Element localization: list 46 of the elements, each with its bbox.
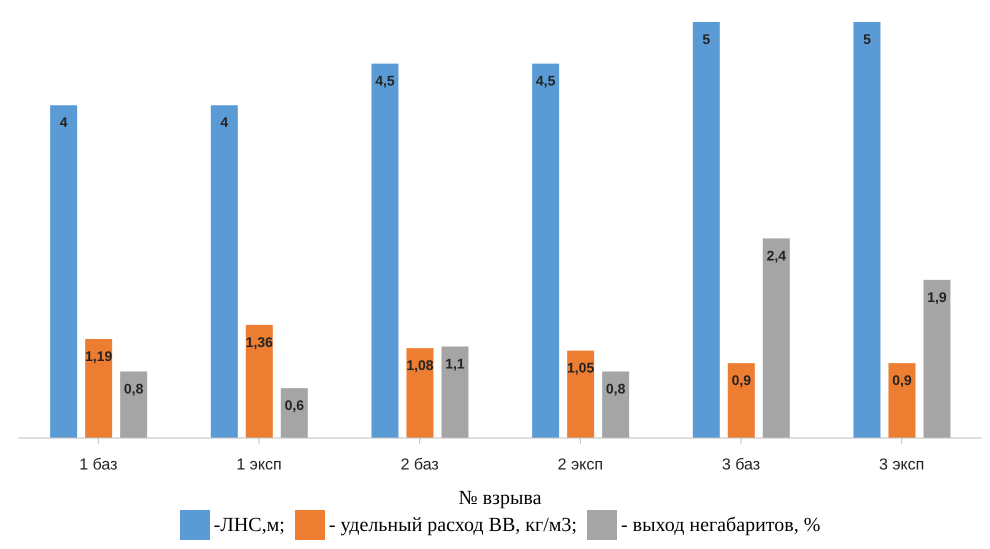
- bar: [50, 105, 78, 438]
- data-label: 4: [60, 114, 68, 130]
- data-label: 1,08: [406, 357, 434, 374]
- bar: [728, 363, 755, 438]
- data-label: 2,4: [766, 247, 786, 264]
- bar: [532, 64, 560, 438]
- bar: [853, 22, 880, 438]
- bar: [85, 338, 112, 438]
- data-label: 5: [863, 30, 872, 47]
- x-tick-label: 3 эксп: [878, 456, 924, 474]
- bar: [762, 238, 790, 438]
- x-tick-label: 1 баз: [79, 456, 118, 474]
- data-label: 4: [220, 114, 228, 130]
- bar: [120, 371, 148, 438]
- legend-label: - выход негабаритов, %: [620, 514, 820, 536]
- x-tick-label: 2 эксп: [558, 456, 604, 474]
- data-label: 1,36: [246, 334, 274, 350]
- bar: [210, 105, 238, 438]
- x-tick-label: 1 эксп: [236, 456, 282, 474]
- data-label: 1,05: [567, 360, 594, 376]
- data-label: 1,19: [85, 348, 112, 364]
- x-axis-title: № взрыва: [458, 487, 542, 509]
- data-label: 0,8: [124, 380, 144, 396]
- bar: [280, 388, 308, 438]
- data-label: 5: [702, 30, 710, 47]
- bar: [406, 348, 434, 438]
- data-label: 0,9: [732, 372, 752, 388]
- data-label: 1,9: [927, 288, 947, 305]
- bar: [441, 346, 468, 438]
- data-label: 1,1: [445, 355, 465, 372]
- x-tick-label: 3 баз: [722, 456, 760, 474]
- data-label: 4,5: [536, 72, 556, 89]
- bar: [888, 363, 916, 438]
- legend-label: - удельный расход ВВ, кг/м3;: [328, 514, 577, 536]
- legend-label: -ЛНС,м;: [214, 514, 285, 536]
- data-label: 0,8: [606, 380, 626, 396]
- bar: [923, 280, 950, 438]
- bar: [692, 22, 720, 438]
- data-label: 0,9: [892, 372, 912, 388]
- bar: [602, 371, 630, 438]
- bar: [567, 350, 594, 438]
- data-label: 4,5: [375, 72, 395, 89]
- bar: [371, 64, 398, 438]
- bar: [246, 324, 273, 438]
- data-label: 0,6: [284, 397, 304, 414]
- x-tick-label: 2 баз: [400, 456, 439, 474]
